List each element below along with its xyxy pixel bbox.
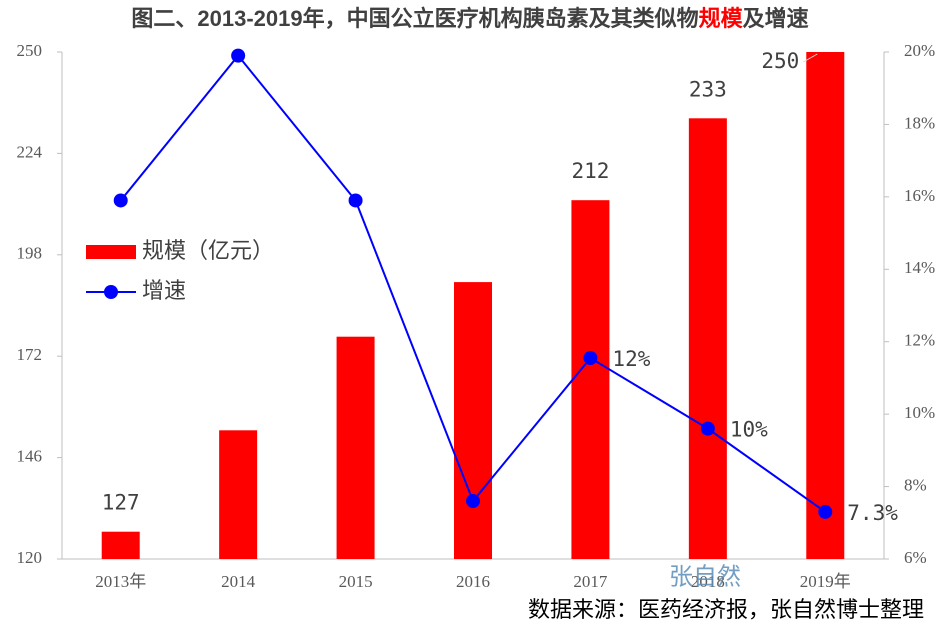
x-tick-label: 2019年 xyxy=(800,572,851,591)
chart-title: 图二、2013-2019年，中国公立医疗机构胰岛素及其类似物规模及增速 xyxy=(131,6,808,31)
point xyxy=(231,48,246,63)
title-part: 及增速 xyxy=(743,6,809,31)
legend-label: 规模（亿元） xyxy=(142,238,274,263)
y2-tick-label: 12% xyxy=(904,331,935,350)
title-part: 规模 xyxy=(699,6,744,31)
point xyxy=(818,504,833,519)
x-tick-label: 2016 xyxy=(456,572,490,591)
y2-tick-label: 10% xyxy=(904,403,935,422)
x-tick-label: 2017 xyxy=(573,572,608,591)
x-tick-label: 2014 xyxy=(221,572,256,591)
data-label: 12% xyxy=(612,347,650,371)
y-tick-label: 120 xyxy=(17,548,43,567)
y2-tick-label: 8% xyxy=(904,475,927,494)
y2-tick-label: 6% xyxy=(904,548,927,567)
legend-swatch xyxy=(86,245,136,259)
data-label: 10% xyxy=(730,418,768,442)
point xyxy=(348,193,363,208)
legend-swatch xyxy=(104,285,118,299)
point xyxy=(583,351,598,366)
y-tick-label: 250 xyxy=(17,41,43,60)
bar xyxy=(336,336,375,559)
bar xyxy=(571,200,610,559)
point xyxy=(466,494,480,509)
y2-tick-label: 16% xyxy=(904,186,935,205)
bar xyxy=(454,282,492,559)
bar xyxy=(101,531,140,559)
y-tick-label: 224 xyxy=(17,142,43,161)
leader-line xyxy=(803,53,818,63)
y-tick-label: 172 xyxy=(17,345,43,364)
title-part: 图二、2013-2019年，中国公立医疗机构胰岛素及其类似物 xyxy=(131,6,698,31)
y-tick-label: 198 xyxy=(17,244,43,263)
point xyxy=(700,421,715,436)
bar xyxy=(806,52,845,559)
source: 数据来源：医药经济报，张自然博士整理 xyxy=(528,597,924,622)
data-label: 233 xyxy=(689,77,727,101)
data-label: 127 xyxy=(102,491,140,515)
x-tick-label: 2018 xyxy=(691,572,725,591)
data-label: 250 xyxy=(761,49,799,73)
x-tick-label: 2015 xyxy=(339,572,373,591)
data-label: 7.3% xyxy=(847,501,898,525)
legend-label: 增速 xyxy=(142,278,186,303)
y2-tick-label: 14% xyxy=(904,258,935,277)
bar xyxy=(219,430,258,559)
watermark: 张自然 xyxy=(669,563,741,590)
y2-tick-label: 18% xyxy=(904,113,935,132)
point xyxy=(113,193,128,208)
bar xyxy=(688,118,727,560)
data-label: 212 xyxy=(571,159,609,183)
y-tick-label: 146 xyxy=(17,447,43,466)
y2-tick-label: 20% xyxy=(904,41,935,60)
x-tick-label: 2013年 xyxy=(95,572,146,591)
